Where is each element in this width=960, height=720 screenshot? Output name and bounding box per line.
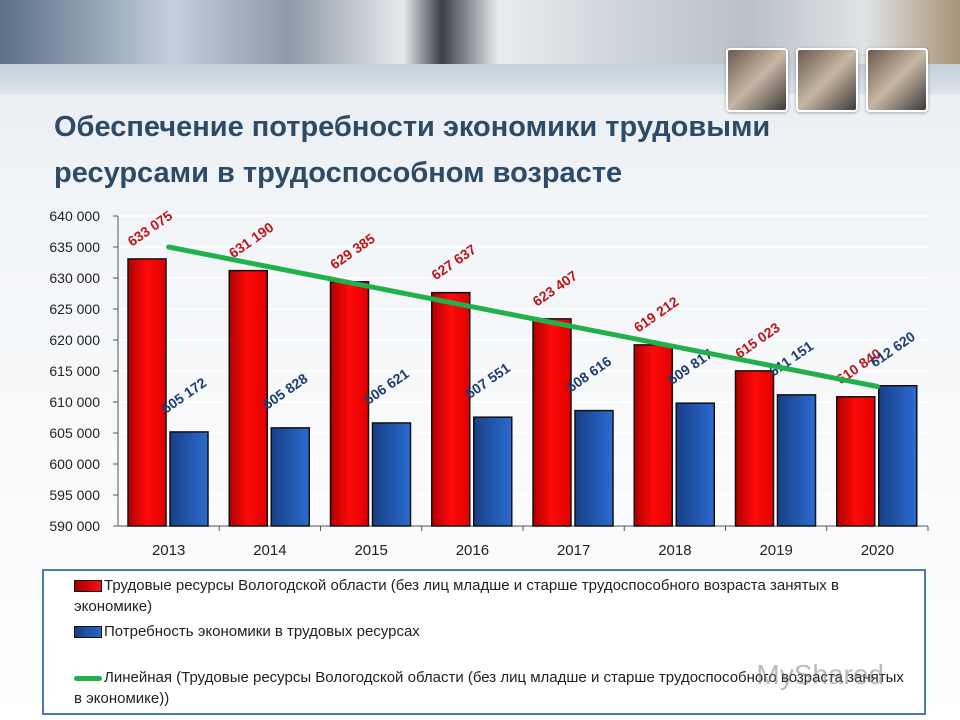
y-tick-label: 595 000 — [49, 487, 100, 503]
y-tick-label: 630 000 — [49, 270, 100, 286]
trendline — [166, 244, 880, 389]
data-label: 623 407 — [530, 267, 581, 309]
bar-labor-resources — [228, 269, 268, 527]
bar-labor-resources — [127, 258, 167, 527]
green-line-icon — [74, 675, 102, 681]
chart-legend: Трудовые ресурсы Вологодской области (бе… — [42, 569, 926, 715]
photo-thumbnail — [866, 48, 928, 112]
y-tick-label: 640 000 — [49, 208, 100, 224]
bar-labor-resources — [532, 318, 572, 527]
bar-chart: 590 000 595 000 600 000 605 000 610 000 615 0… — [49, 207, 929, 559]
legend-label: Трудовые ресурсы Вологодской области (бе… — [74, 577, 839, 615]
bar-demand — [169, 431, 209, 527]
y-tick-label: 620 000 — [49, 332, 100, 348]
photo-thumbnail — [796, 48, 858, 112]
bar-labor-resources — [431, 291, 471, 527]
y-tick-label: 635 000 — [49, 239, 100, 255]
bar-demand — [776, 394, 817, 527]
data-label: 633 075 — [125, 207, 176, 249]
legend-label: Линейная (Трудовые ресурсы Вологодской о… — [74, 669, 904, 707]
x-tick-label: 2019 — [759, 542, 792, 559]
watermark: MyShared — [756, 659, 884, 690]
data-label: 629 385 — [327, 230, 378, 272]
bar-demand — [473, 416, 513, 527]
x-tick-label: 2020 — [861, 542, 894, 559]
x-tick-label: 2015 — [354, 542, 387, 559]
bar-demand — [574, 409, 614, 527]
bar-demand — [675, 402, 715, 527]
photo-thumbnail — [726, 48, 788, 112]
y-tick-label: 615 000 — [49, 363, 100, 379]
data-label: 631 190 — [226, 219, 277, 261]
legend-label: Потребность экономики в трудовых ресурса… — [104, 623, 420, 640]
y-tick-label: 600 000 — [49, 456, 100, 472]
bar-labor-resources — [836, 396, 876, 527]
x-tick-label: 2017 — [557, 542, 590, 559]
red-swatch-icon — [74, 580, 102, 593]
y-tick-label: 610 000 — [49, 394, 100, 410]
bar-labor-resources — [734, 370, 775, 527]
bar-demand — [878, 385, 918, 527]
y-tick-label: 605 000 — [49, 425, 100, 441]
bar-labor-resources — [633, 344, 673, 527]
bar-demand — [371, 422, 412, 527]
blue-swatch-icon — [74, 626, 102, 639]
y-tick-label: 590 000 — [49, 518, 100, 534]
x-tick-label: 2018 — [658, 542, 691, 559]
bar-labor-resources — [329, 281, 370, 527]
legend-item-trendline: Линейная (Трудовые ресурсы Вологодской о… — [74, 667, 914, 709]
slide-title: Обеспечение потребности экономики трудов… — [54, 111, 771, 189]
bar-demand — [270, 427, 310, 527]
x-tick-label: 2013 — [152, 542, 185, 559]
data-label: 619 212 — [631, 293, 682, 335]
y-tick-label: 625 000 — [49, 301, 100, 317]
legend-item-labor-resources: Трудовые ресурсы Вологодской области (бе… — [74, 575, 914, 617]
x-tick-label: 2016 — [456, 542, 489, 559]
legend-item-demand: Потребность экономики в трудовых ресурса… — [74, 621, 420, 642]
x-tick-label: 2014 — [253, 542, 286, 559]
